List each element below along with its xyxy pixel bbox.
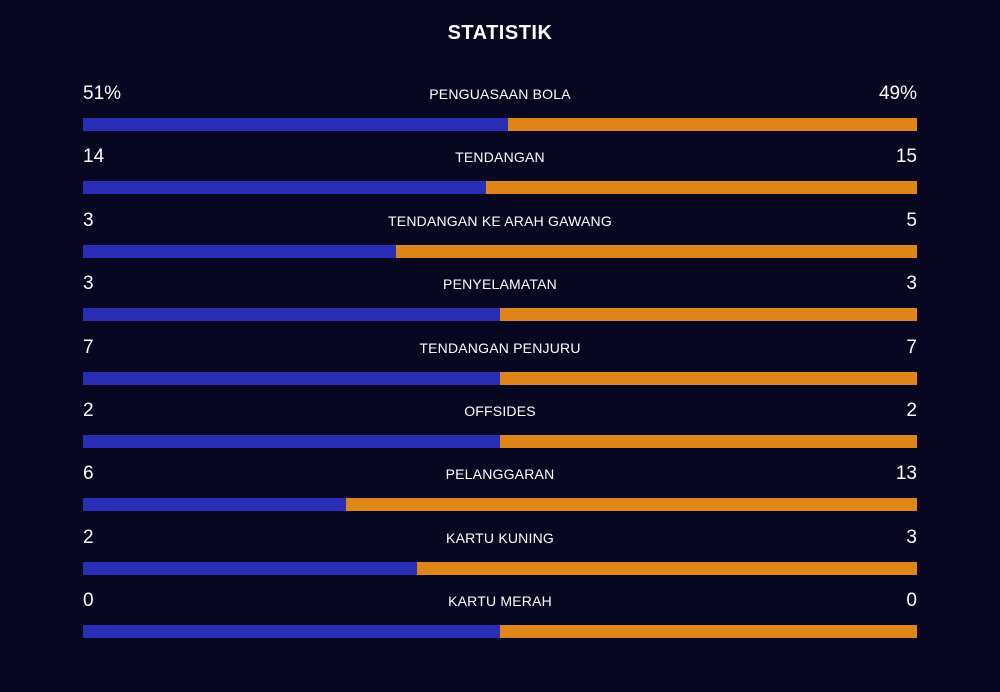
stat-row-fouls: 6 PELANGGARAN 13: [83, 460, 917, 523]
away-bar: [500, 371, 917, 385]
away-value: 15: [895, 146, 917, 168]
comparison-bar: [83, 118, 917, 131]
comparison-bar: [83, 625, 917, 639]
away-bar: [485, 181, 917, 195]
away-value: 0: [906, 590, 917, 612]
home-value: 2: [83, 526, 94, 548]
home-value: 3: [83, 273, 94, 295]
home-value: 3: [83, 209, 94, 231]
away-value: 7: [906, 336, 917, 358]
comparison-bar: [83, 371, 917, 385]
away-value: 13: [895, 463, 917, 485]
stats-list: 51% PENGUASAAN BOLA 49% 14 TENDANGAN 15 …: [83, 80, 917, 651]
away-bar: [500, 625, 917, 639]
stat-row-shots: 14 TENDANGAN 15: [83, 143, 917, 206]
away-value: 2: [906, 399, 917, 421]
stat-row-saves: 3 PENYELAMATAN 3: [83, 270, 917, 333]
stat-row-shots-on-target: 3 TENDANGAN KE ARAH GAWANG 5: [83, 207, 917, 270]
home-bar: [83, 308, 500, 322]
home-bar: [83, 561, 417, 575]
home-bar: [83, 434, 500, 448]
home-value: 6: [83, 463, 94, 485]
away-value: 5: [906, 209, 917, 231]
stat-label: KARTU KUNING: [446, 529, 554, 546]
home-bar: [83, 625, 500, 639]
stat-label: TENDANGAN: [455, 149, 545, 166]
stat-row-red-cards: 0 KARTU MERAH 0: [83, 587, 917, 650]
away-bar: [508, 118, 917, 131]
stat-label: OFFSIDES: [464, 402, 536, 419]
home-bar: [83, 371, 500, 385]
stat-label: TENDANGAN PENJURU: [419, 339, 581, 356]
away-bar: [416, 561, 917, 575]
home-value: 7: [83, 336, 94, 358]
home-bar: [83, 498, 347, 512]
away-value: 3: [906, 273, 917, 295]
stat-label: PELANGGARAN: [445, 466, 555, 483]
home-value: 14: [83, 146, 105, 168]
home-value: 2: [83, 399, 94, 421]
away-bar: [500, 308, 917, 322]
comparison-bar: [83, 561, 917, 575]
stats-title: STATISTIK: [447, 22, 553, 44]
stat-label: PENGUASAAN BOLA: [429, 86, 571, 102]
stat-row-possession: 51% PENGUASAAN BOLA 49%: [83, 80, 917, 143]
comparison-bar: [83, 244, 917, 258]
stat-label: PENYELAMATAN: [443, 276, 557, 293]
away-bar: [346, 498, 917, 512]
stat-label: KARTU MERAH: [448, 593, 552, 610]
home-bar: [83, 181, 486, 195]
home-bar: [83, 118, 509, 131]
away-bar: [395, 244, 917, 258]
stat-row-yellow-cards: 2 KARTU KUNING 3: [83, 524, 917, 587]
home-value: 0: [83, 590, 94, 612]
comparison-bar: [83, 181, 917, 195]
comparison-bar: [83, 434, 917, 448]
stat-row-offsides: 2 OFFSIDES 2: [83, 397, 917, 460]
home-bar: [83, 244, 396, 258]
away-value: 49%: [878, 83, 917, 104]
stat-label: TENDANGAN KE ARAH GAWANG: [388, 212, 612, 229]
away-value: 3: [906, 526, 917, 548]
stat-row-corners: 7 TENDANGAN PENJURU 7: [83, 334, 917, 397]
home-value: 51%: [83, 83, 122, 104]
comparison-bar: [83, 308, 917, 322]
comparison-bar: [83, 498, 917, 512]
away-bar: [500, 434, 917, 448]
